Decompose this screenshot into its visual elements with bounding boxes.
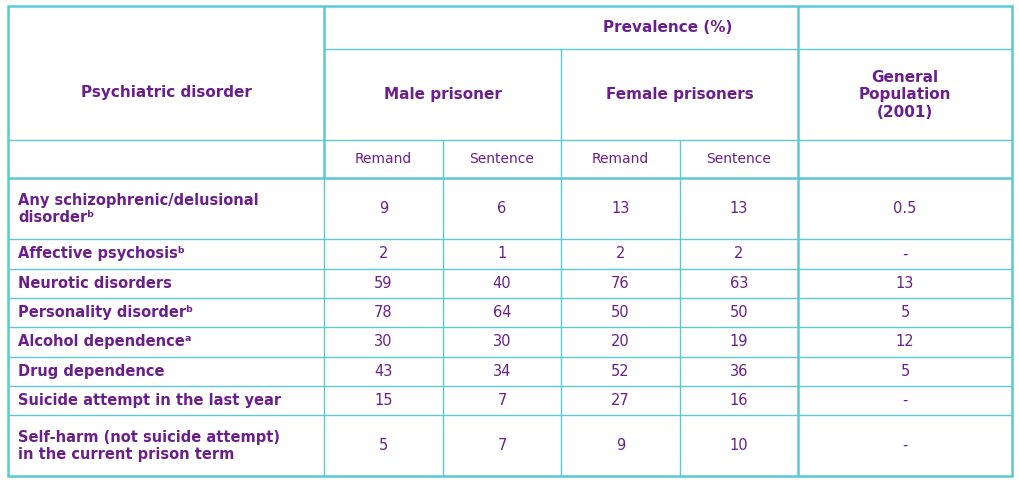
Text: Male prisoner: Male prisoner: [383, 87, 501, 102]
Text: Self-harm (not suicide attempt)
in the current prison term: Self-harm (not suicide attempt) in the c…: [18, 429, 280, 462]
Text: Neurotic disorders: Neurotic disorders: [18, 276, 172, 291]
Text: Any schizophrenic/delusional
disorderᵇ: Any schizophrenic/delusional disorderᵇ: [18, 192, 259, 225]
Text: 7: 7: [497, 438, 506, 453]
Text: 2: 2: [378, 246, 388, 261]
Text: Drug dependence: Drug dependence: [18, 364, 165, 379]
Text: Psychiatric disorder: Psychiatric disorder: [81, 84, 252, 100]
Text: 13: 13: [895, 276, 913, 291]
Text: Alcohol dependenceᵃ: Alcohol dependenceᵃ: [18, 335, 192, 349]
Text: 34: 34: [492, 364, 511, 379]
Text: 13: 13: [610, 201, 629, 216]
Text: Suicide attempt in the last year: Suicide attempt in the last year: [18, 393, 281, 408]
Text: 40: 40: [492, 276, 511, 291]
Text: 5: 5: [900, 364, 909, 379]
Text: 52: 52: [610, 364, 629, 379]
Text: -: -: [902, 393, 907, 408]
Text: Sentence: Sentence: [706, 152, 770, 166]
Text: -: -: [902, 438, 907, 453]
Text: 5: 5: [378, 438, 388, 453]
Text: 50: 50: [729, 305, 747, 320]
Text: 5: 5: [900, 305, 909, 320]
Text: 1: 1: [497, 246, 506, 261]
Text: 64: 64: [492, 305, 511, 320]
Text: Remand: Remand: [355, 152, 412, 166]
Text: 9: 9: [378, 201, 388, 216]
Text: 12: 12: [895, 335, 913, 349]
Text: 36: 36: [729, 364, 747, 379]
Text: 78: 78: [374, 305, 392, 320]
Text: Remand: Remand: [591, 152, 648, 166]
Text: 6: 6: [497, 201, 506, 216]
Text: 43: 43: [374, 364, 392, 379]
Text: 16: 16: [729, 393, 747, 408]
Text: 2: 2: [734, 246, 743, 261]
Text: 76: 76: [610, 276, 629, 291]
Text: 19: 19: [729, 335, 747, 349]
Text: Sentence: Sentence: [469, 152, 534, 166]
Text: 59: 59: [374, 276, 392, 291]
Text: 20: 20: [610, 335, 629, 349]
Text: Female prisoners: Female prisoners: [605, 87, 753, 102]
Text: 27: 27: [610, 393, 629, 408]
Text: General
Population
(2001): General Population (2001): [858, 70, 951, 120]
Text: 9: 9: [615, 438, 625, 453]
Text: Personality disorderᵇ: Personality disorderᵇ: [18, 305, 194, 320]
Text: 63: 63: [729, 276, 747, 291]
Text: 30: 30: [374, 335, 392, 349]
Text: 50: 50: [610, 305, 629, 320]
Text: Prevalence (%): Prevalence (%): [603, 20, 732, 35]
Text: 15: 15: [374, 393, 392, 408]
Text: 7: 7: [497, 393, 506, 408]
Text: -: -: [902, 246, 907, 261]
Text: 2: 2: [615, 246, 625, 261]
Text: Affective psychosisᵇ: Affective psychosisᵇ: [18, 246, 185, 261]
Text: 30: 30: [492, 335, 511, 349]
Text: 0.5: 0.5: [893, 201, 916, 216]
Text: 10: 10: [729, 438, 747, 453]
Text: 13: 13: [729, 201, 747, 216]
